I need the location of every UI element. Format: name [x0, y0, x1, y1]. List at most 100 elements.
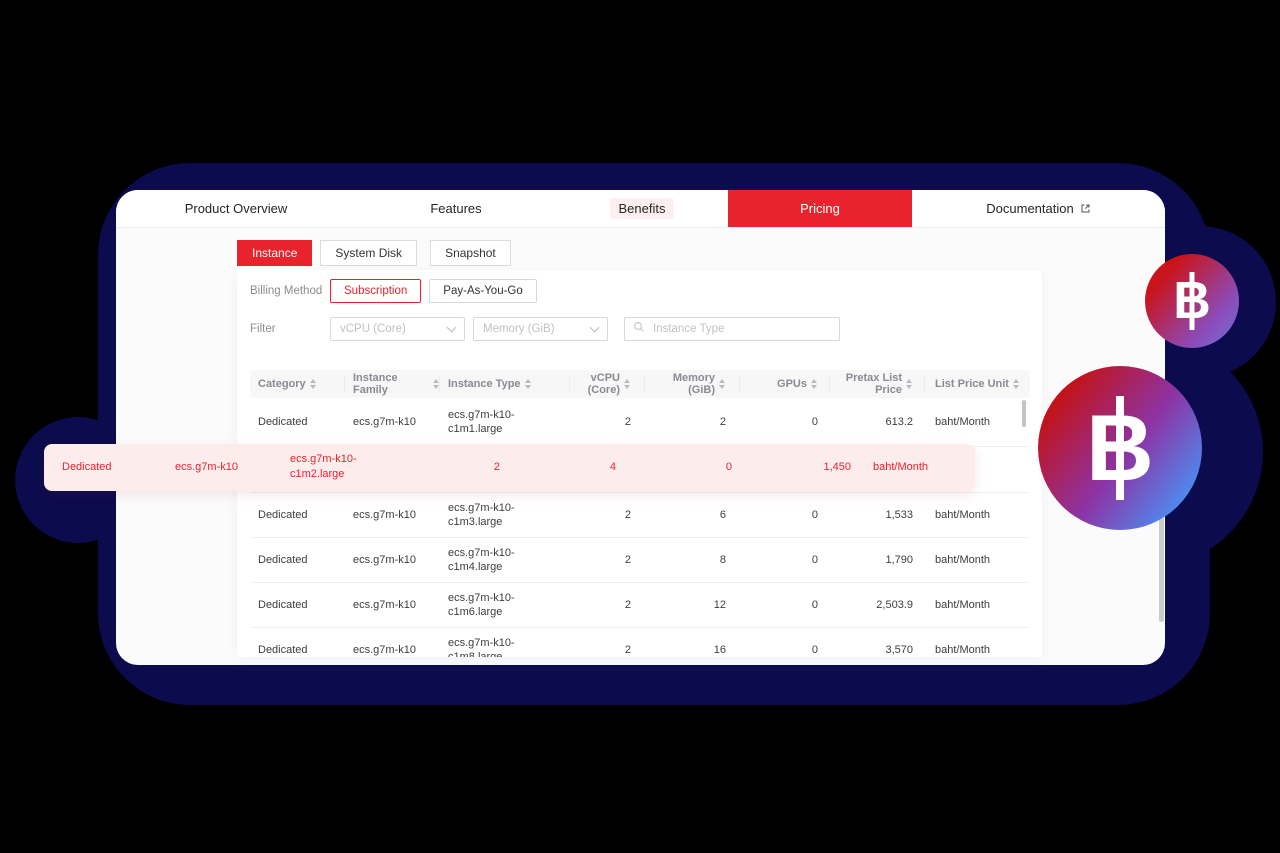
- cell-memory: 16: [713, 644, 726, 656]
- subtab-label: Instance: [252, 246, 298, 260]
- sort-icon[interactable]: [906, 379, 912, 389]
- baht-icon: B: [1086, 394, 1154, 502]
- cell-gpus: 0: [811, 599, 818, 611]
- baht-coin-large: B: [1038, 366, 1202, 530]
- nav-tab-pricing[interactable]: Pricing: [728, 190, 912, 227]
- column-header-pretax-list-price: Pretax List Price: [830, 372, 925, 396]
- cell-gpus: 0: [725, 461, 732, 473]
- cell-category: Dedicated: [258, 509, 308, 521]
- nav-tab-features[interactable]: Features: [356, 190, 556, 227]
- cell-unit: baht/Month: [873, 461, 929, 473]
- billing-option-pay-as-you-go[interactable]: Pay-As-You-Go: [429, 279, 537, 303]
- cell-vcpu: 2: [624, 554, 631, 566]
- nav-tab-label: Features: [430, 201, 482, 216]
- baht-stroke: [1115, 396, 1124, 500]
- column-header-instance-family: Instance Family: [345, 372, 440, 396]
- subtab-instance[interactable]: Instance: [237, 240, 313, 266]
- instance-type-search-input[interactable]: [651, 322, 831, 336]
- nav-tab-label: Product Overview: [184, 201, 288, 216]
- instance-type-text: ecs.g7m-k10-c1m4.large: [448, 547, 515, 573]
- pricing-subtabs: Instance System Disk Snapshot: [237, 240, 511, 266]
- sort-icon[interactable]: [624, 379, 630, 389]
- cell-instance-type: ecs.g7m-k10-c1m1.large: [440, 408, 570, 436]
- baht-coin-small: B: [1145, 254, 1239, 348]
- instance-type-searchbox: [624, 317, 840, 341]
- cell-instance-family: ecs.g7m-k10: [353, 644, 416, 656]
- instance-type-text: ecs.g7m-k10-c1m3.large: [448, 502, 515, 528]
- subtab-system-disk[interactable]: System Disk: [320, 240, 418, 266]
- cell-vcpu: 2: [624, 644, 631, 656]
- cell-vcpu: 2: [624, 416, 631, 428]
- cell-unit: baht/Month: [935, 644, 991, 656]
- nav-tab-documentation[interactable]: Documentation: [912, 190, 1165, 227]
- highlighted-table-row[interactable]: Dedicated ecs.g7m-k10 ecs.g7m-k10-c1m2.l…: [44, 444, 975, 491]
- search-icon: [633, 320, 645, 338]
- cell-memory: 2: [719, 416, 726, 428]
- cell-instance-family: ecs.g7m-k10: [353, 554, 416, 566]
- cell-gpus: 0: [811, 554, 818, 566]
- nav-tab-label: Documentation: [986, 201, 1074, 216]
- billing-method-label: Billing Method: [250, 285, 323, 297]
- billing-option-label: Pay-As-You-Go: [443, 285, 523, 297]
- table-scrollbar-thumb[interactable]: [1022, 400, 1026, 427]
- cell-instance-family: ecs.g7m-k10: [353, 416, 416, 428]
- cell-unit: baht/Month: [935, 416, 991, 428]
- column-label: Instance Type: [448, 378, 521, 390]
- subtab-snapshot[interactable]: Snapshot: [430, 240, 511, 266]
- cell-gpus: 0: [811, 509, 818, 521]
- sort-icon[interactable]: [524, 379, 531, 389]
- column-header-memory: Memory (GiB): [645, 372, 740, 396]
- cell-instance-type: ecs.g7m-k10-c1m8.large: [440, 636, 570, 657]
- column-label: Pretax List Price: [845, 372, 902, 396]
- nav-tab-product-overview[interactable]: Product Overview: [116, 190, 356, 227]
- cell-price: 2,503.9: [876, 599, 913, 611]
- chevron-down-icon: [589, 322, 600, 333]
- cell-instance-type: ecs.g7m-k10-c1m4.large: [440, 546, 570, 574]
- cell-instance-type: ecs.g7m-k10-c1m2.large: [290, 453, 357, 480]
- column-label: GPUs: [777, 378, 807, 390]
- memory-select-placeholder: Memory (GiB): [483, 323, 555, 335]
- instance-type-text: ecs.g7m-k10-c1m1.large: [448, 409, 515, 435]
- cell-memory: 6: [719, 509, 726, 521]
- cell-gpus: 0: [811, 416, 818, 428]
- cell-unit: baht/Month: [935, 509, 991, 521]
- instance-type-text: ecs.g7m-k10-c1m8.large: [448, 637, 515, 657]
- vcpu-select-placeholder: vCPU (Core): [340, 323, 406, 335]
- instance-type-text: ecs.g7m-k10-c1m6.large: [448, 592, 515, 618]
- cell-price: 1,790: [885, 554, 913, 566]
- cell-category: Dedicated: [258, 416, 308, 428]
- chevron-down-icon: [446, 322, 457, 333]
- cell-vcpu: 2: [624, 599, 631, 611]
- cell-vcpu: 2: [624, 509, 631, 521]
- sort-icon[interactable]: [433, 379, 439, 389]
- cell-memory: 12: [713, 599, 726, 611]
- column-label: Instance Family: [353, 372, 398, 396]
- cell-memory: 8: [719, 554, 726, 566]
- column-label: vCPU (Core): [587, 372, 620, 396]
- cell-instance-type: ecs.g7m-k10-c1m3.large: [440, 501, 570, 529]
- cell-price: 3,570: [885, 644, 913, 656]
- sort-icon[interactable]: [309, 379, 316, 389]
- cell-vcpu: 2: [493, 461, 500, 473]
- cell-unit: baht/Month: [935, 599, 991, 611]
- sort-icon[interactable]: [719, 379, 725, 389]
- column-header-category: Category: [250, 376, 345, 392]
- cell-price: 1,533: [885, 509, 913, 521]
- vcpu-select[interactable]: vCPU (Core): [330, 317, 465, 341]
- nav-tab-label: Benefits: [609, 198, 675, 219]
- billing-option-subscription[interactable]: Subscription: [330, 279, 422, 303]
- billing-method-row: Billing Method Subscription Pay-As-You-G…: [250, 279, 537, 303]
- column-label: Category: [258, 378, 306, 390]
- cell-memory: 4: [609, 461, 616, 473]
- column-header-instance-type: Instance Type: [440, 376, 570, 392]
- card-scrollbar-thumb[interactable]: [1159, 508, 1164, 622]
- cell-instance-family: ecs.g7m-k10: [353, 599, 416, 611]
- table-header: Category Instance Family Instance Type v…: [250, 370, 1030, 398]
- column-header-list-price-unit: List Price Unit: [925, 376, 1030, 392]
- memory-select[interactable]: Memory (GiB): [473, 317, 608, 341]
- column-header-vcpu: vCPU (Core): [570, 372, 645, 396]
- sort-icon[interactable]: [811, 379, 817, 389]
- nav-tab-benefits[interactable]: Benefits: [556, 190, 728, 227]
- table-row: Dedicated ecs.g7m-k10 ecs.g7m-k10-c1m8.l…: [250, 628, 1030, 657]
- sort-icon[interactable]: [1012, 379, 1019, 389]
